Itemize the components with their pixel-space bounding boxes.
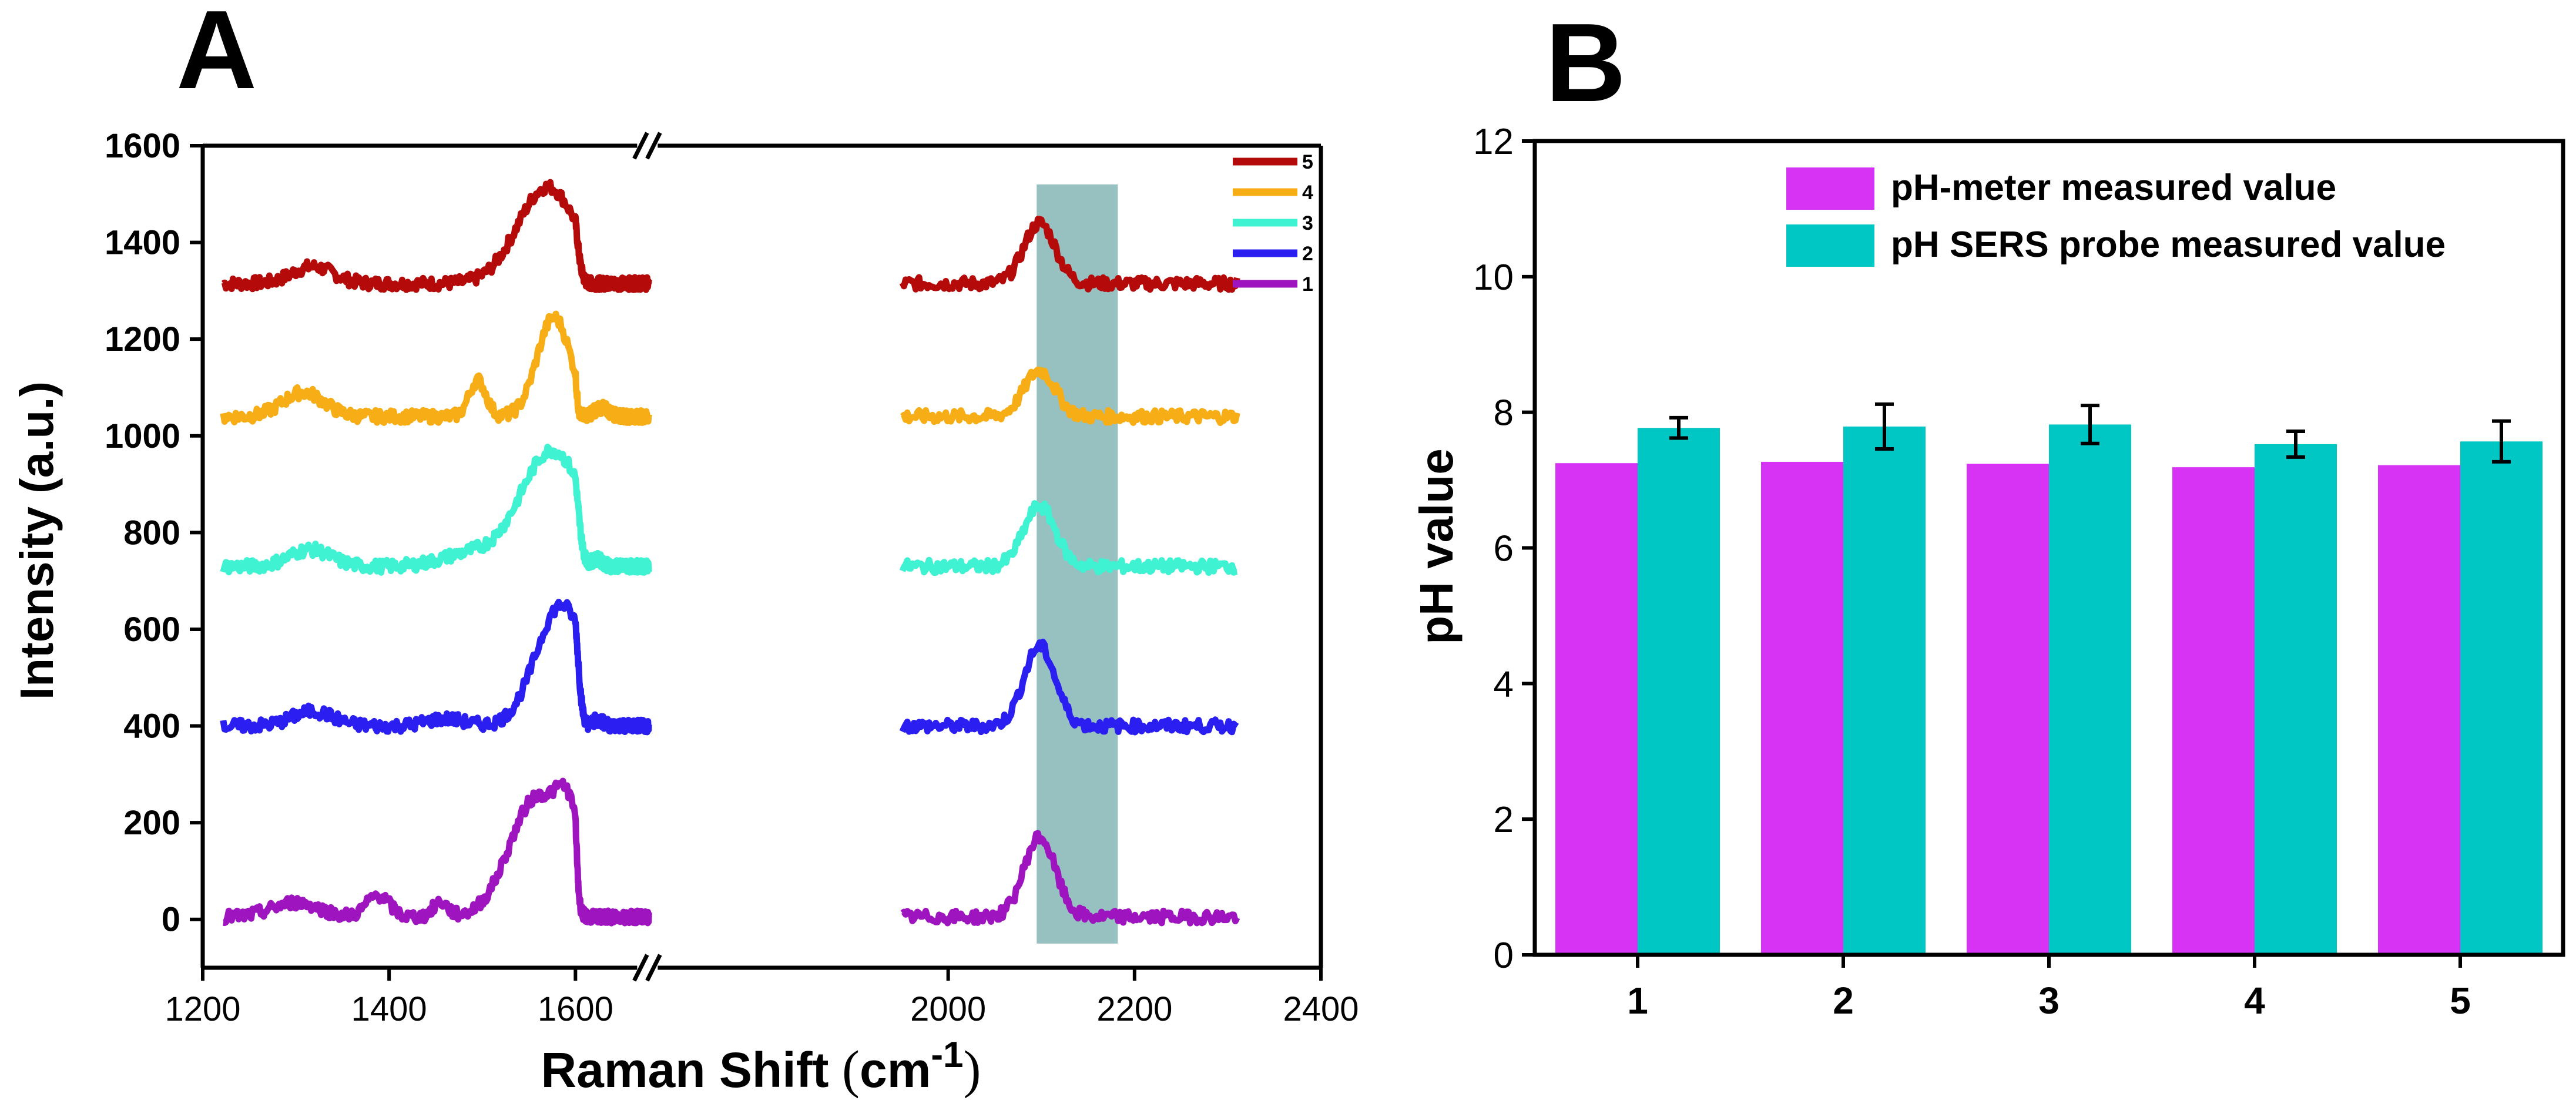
legend-label-4: 4: [1302, 182, 1313, 204]
spectrum-line-1: [900, 830, 1240, 927]
break-mark-b-1: [645, 954, 662, 982]
x-tick-label-a: 2000: [910, 990, 986, 1028]
legend-label-1: 1: [1302, 273, 1313, 296]
spectrum-line-5: [221, 179, 652, 293]
legend-swatch-b-0: [1786, 167, 1874, 210]
x-axis-label-a: Raman Shift (cm-1): [541, 1035, 981, 1099]
y-axis-label-a: Intensity (a.u.): [11, 381, 63, 700]
x-tick-label-a: 1600: [538, 990, 613, 1028]
y-tick-label-a: 1000: [105, 417, 180, 455]
y-tick-label-b: 8: [1494, 393, 1514, 434]
x-axis-label-text: Raman Shift: [541, 1042, 829, 1098]
bar-meter-3: [1967, 464, 2049, 955]
y-tick-label-b: 12: [1473, 122, 1514, 162]
y-tick-label-b: 4: [1494, 664, 1514, 705]
spectrum-line-2: [220, 599, 652, 736]
spectrum-line-3: [899, 500, 1239, 576]
x-axis-unit-exp: -1: [931, 1035, 963, 1075]
legend-b: pH-meter measured value pH SERS probe mea…: [1786, 167, 2446, 267]
break-mark-a-1: [632, 954, 649, 982]
x-tick-label-a: 2200: [1096, 990, 1172, 1028]
legend-label-3: 3: [1302, 212, 1313, 234]
legend-label-2: 2: [1302, 243, 1313, 265]
y-tick-label-b: 6: [1494, 529, 1514, 569]
bar-probe-1: [1638, 428, 1720, 955]
spectrum-line-1: [221, 777, 652, 927]
y-tick-label-a: 1200: [105, 320, 180, 358]
x-axis-unit: cm: [860, 1042, 931, 1098]
spectrum-line-4: [220, 310, 652, 426]
bar-probe-3: [2049, 424, 2131, 955]
spectrum-line-5: [899, 216, 1240, 293]
x-tick-label-b: 5: [2450, 979, 2471, 1022]
bar-probe-2: [1843, 426, 1926, 955]
legend-swatch-b-1: [1786, 224, 1874, 267]
y-tick-label-a: 200: [123, 804, 180, 842]
spectra-lines: [220, 179, 1240, 927]
x-tick-label-b: 2: [1833, 979, 1854, 1022]
spectrum-line-4: [900, 366, 1240, 426]
x-tick-label-b: 1: [1627, 979, 1648, 1022]
y-tick-label-a: 1600: [105, 127, 180, 165]
panel-label-a: A: [176, 0, 257, 112]
spectrum-line-3: [220, 444, 652, 576]
x-tick-label-b: 4: [2244, 979, 2265, 1022]
bar-meter-5: [2378, 465, 2460, 955]
y-tick-label-a: 400: [123, 707, 180, 746]
bar-meter-1: [1555, 463, 1638, 955]
panel-label-b: B: [1545, 1, 1626, 125]
y-axis-label-b: pH value: [1410, 448, 1463, 644]
legend-label-b-1: pH SERS probe measured value: [1891, 224, 2446, 265]
legend-a: 5 4 3 2 1: [1233, 151, 1313, 296]
break-mark-b-0: [645, 132, 662, 160]
y-tick-label-b: 0: [1494, 935, 1514, 976]
break-mark-a-0: [632, 132, 649, 160]
y-tick-label-a: 0: [162, 901, 180, 939]
x-tick-label-a: 1200: [165, 990, 240, 1028]
bar-meter-4: [2172, 467, 2255, 955]
y-tick-label-a: 800: [123, 514, 180, 552]
bars: [1555, 402, 2543, 955]
y-tick-label-b: 10: [1473, 257, 1514, 298]
y-tick-label-a: 1400: [105, 224, 180, 262]
axes-a: [200, 132, 1323, 982]
x-tick-label-a: 1400: [351, 990, 427, 1028]
y-tick-label-a: 600: [123, 610, 180, 649]
bar-probe-5: [2460, 441, 2543, 955]
x-tick-label-a: 2400: [1283, 990, 1359, 1028]
legend-label-5: 5: [1302, 151, 1313, 173]
raman-spectra-chart: 0 200 400 600 800 1000 1200 1400 1600 1200 1400 160…: [11, 127, 1359, 1099]
bar-meter-2: [1761, 461, 1843, 955]
spectrum-line-2: [899, 639, 1239, 736]
legend-label-b-0: pH-meter measured value: [1891, 167, 2336, 208]
y-tick-label-b: 2: [1494, 800, 1514, 840]
x-tick-label-b: 3: [2038, 979, 2060, 1022]
bar-probe-4: [2255, 444, 2337, 955]
ticks-a: 0 200 400 600 800 1000 1200 1400 1600 1200 1400 160…: [105, 127, 1359, 1028]
